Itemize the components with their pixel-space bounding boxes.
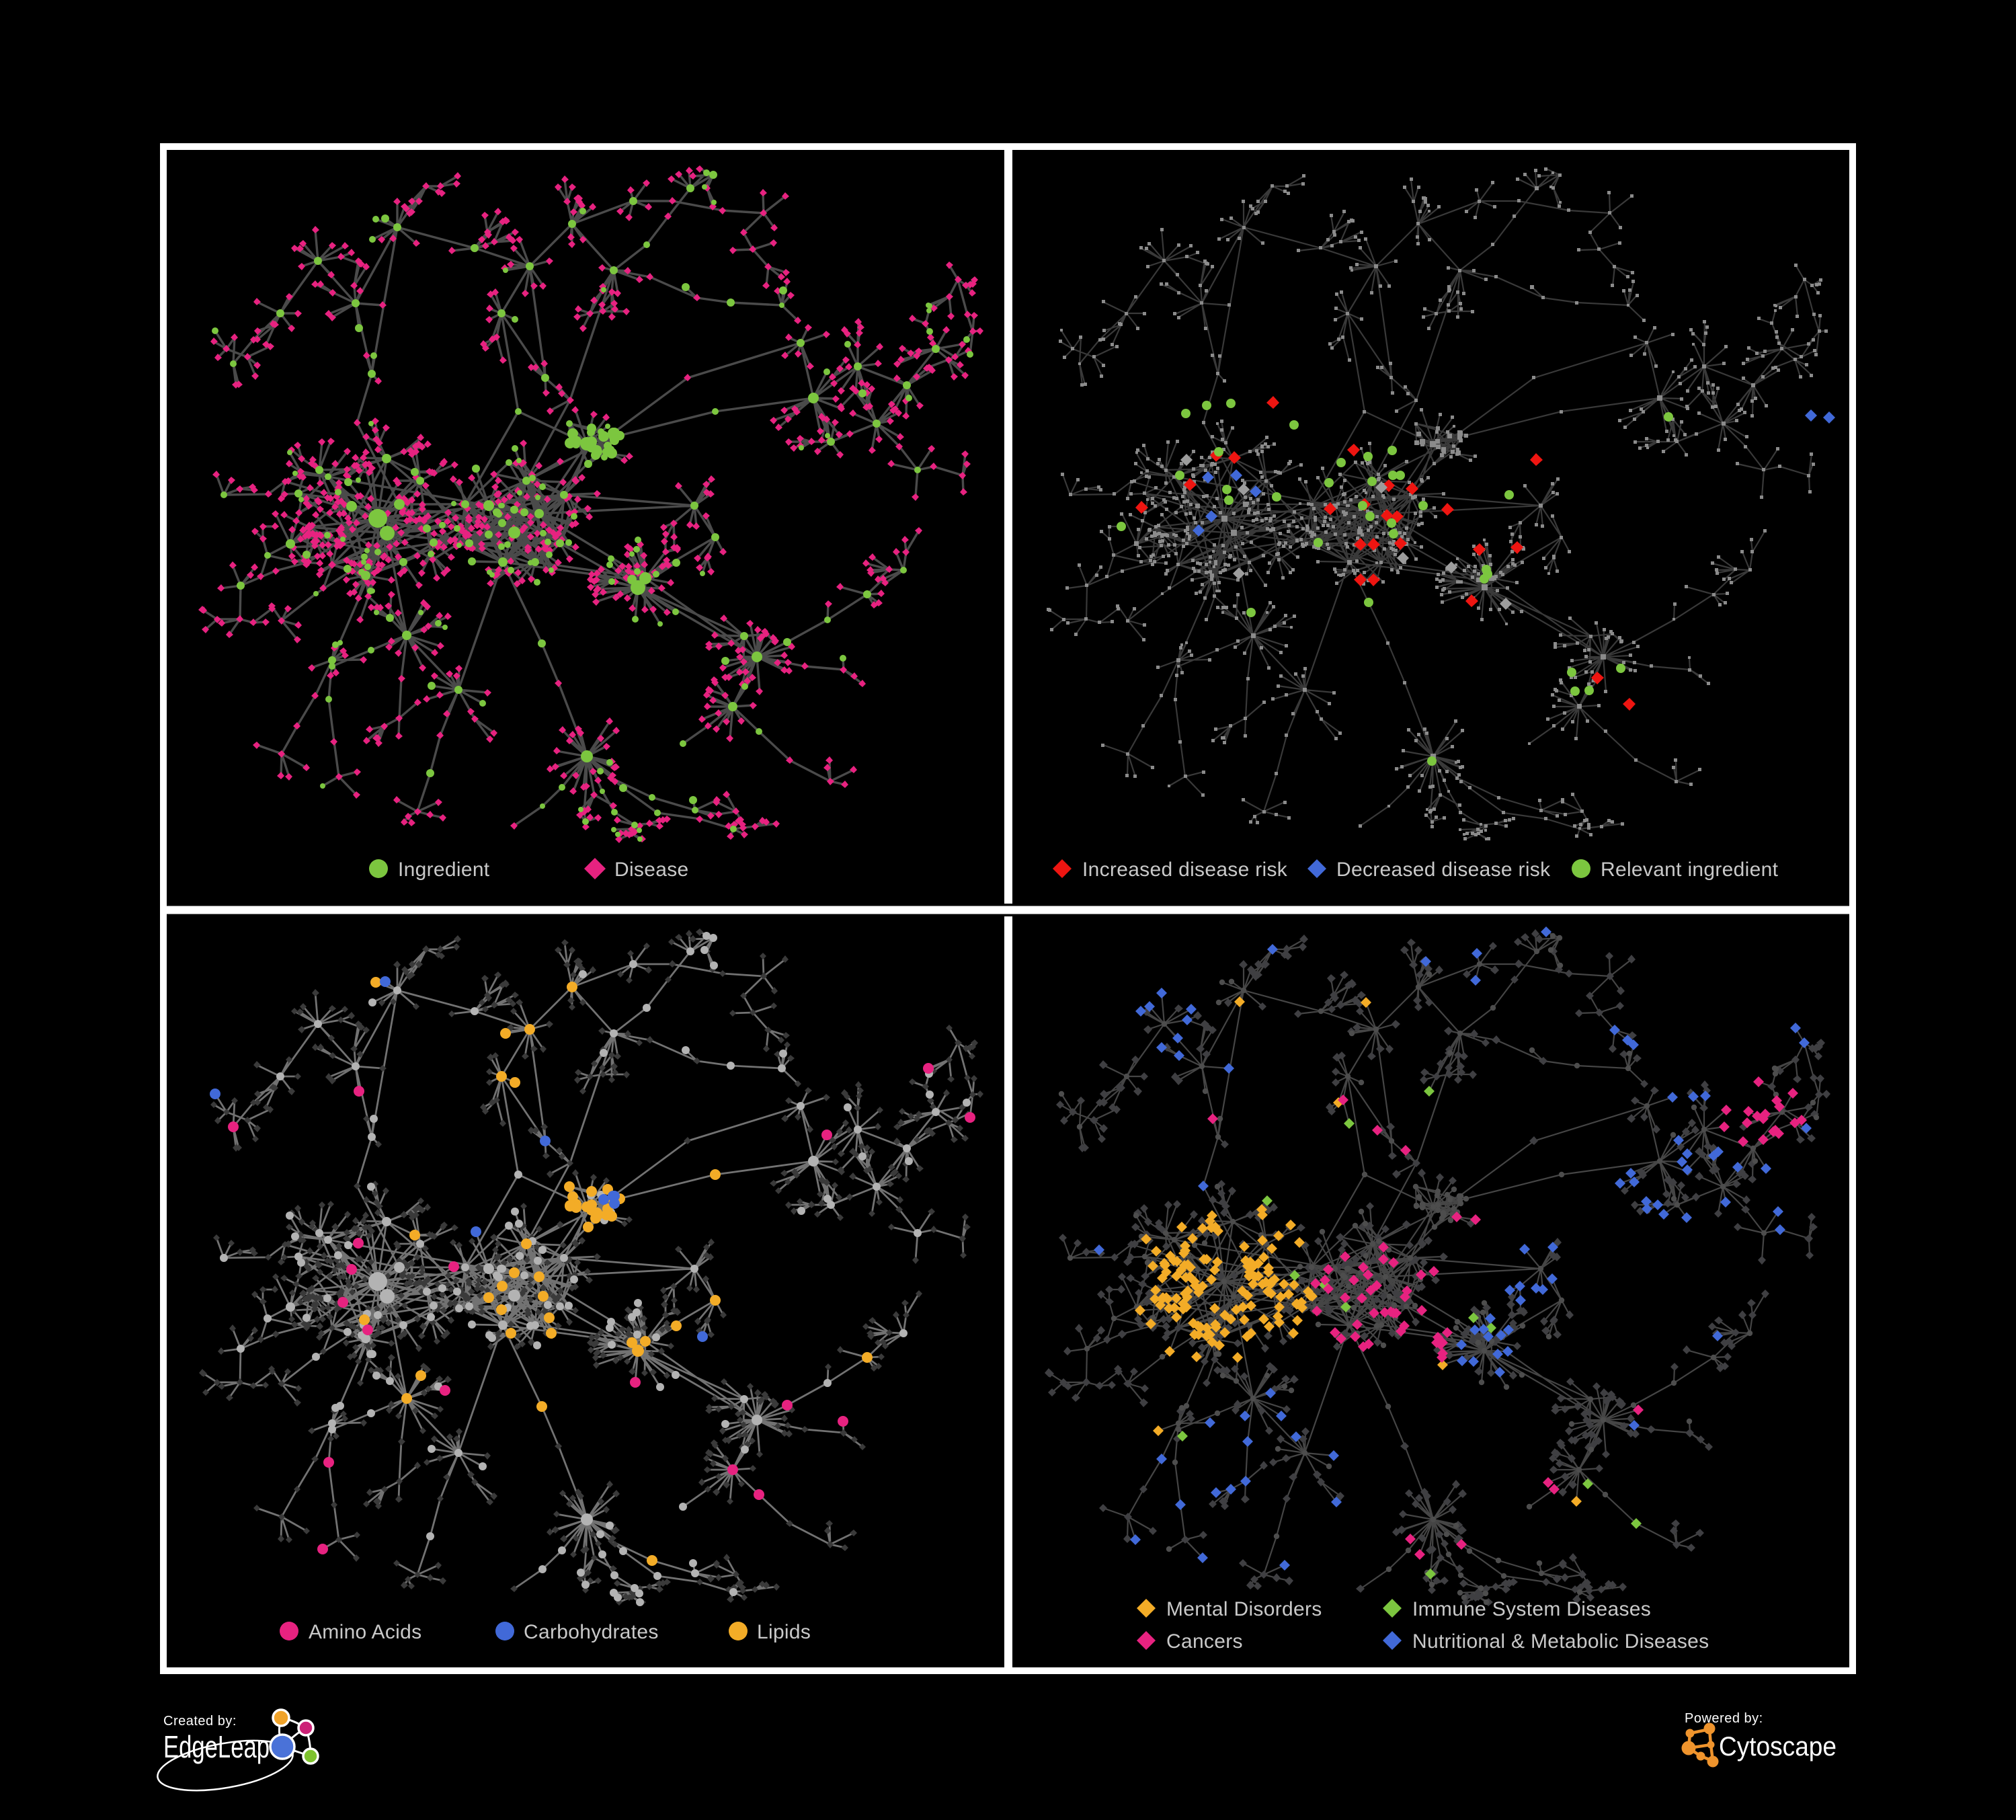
svg-text:Lipids: Lipids: [757, 1621, 811, 1643]
svg-text:Cancers: Cancers: [1166, 1630, 1243, 1653]
svg-text:Disease: Disease: [614, 859, 688, 881]
svg-text:Increased disease risk: Increased disease risk: [1082, 859, 1288, 881]
svg-text:Decreased disease risk: Decreased disease risk: [1336, 859, 1551, 881]
svg-text:Ingredient: Ingredient: [398, 859, 490, 881]
svg-text:Mental Disorders: Mental Disorders: [1166, 1598, 1322, 1620]
svg-text:Immune System Diseases: Immune System Diseases: [1412, 1598, 1651, 1620]
svg-text:Nutritional & Metabolic Diseas: Nutritional & Metabolic Diseases: [1412, 1630, 1709, 1653]
svg-text:Carbohydrates: Carbohydrates: [524, 1621, 659, 1643]
svg-text:Created by:: Created by:: [163, 1714, 237, 1729]
svg-text:Amino Acids: Amino Acids: [309, 1621, 421, 1643]
svg-text:Relevant ingredient: Relevant ingredient: [1601, 859, 1779, 881]
svg-text:EdgeLeap: EdgeLeap: [163, 1729, 270, 1764]
svg-text:Powered by:: Powered by:: [1685, 1711, 1763, 1726]
svg-text:Cytoscape: Cytoscape: [1719, 1732, 1837, 1762]
